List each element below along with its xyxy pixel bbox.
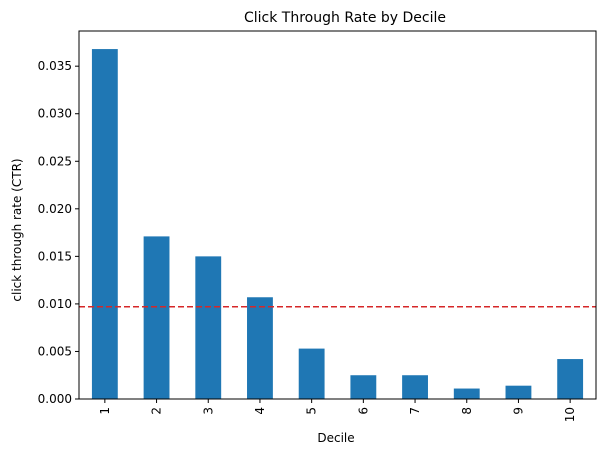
y-tick-label: 0.000	[38, 392, 72, 406]
y-tick-label: 0.015	[38, 249, 72, 263]
x-tick-label: 6	[356, 407, 370, 415]
bar-2	[143, 236, 170, 399]
x-tick-label: 3	[201, 407, 215, 415]
chart-title: Click Through Rate by Decile	[244, 10, 446, 26]
bar-10	[557, 359, 584, 399]
x-tick-label: 2	[150, 407, 164, 415]
x-tick-label: 1	[98, 407, 112, 415]
bar-5	[298, 348, 325, 399]
y-axis-ticks: 0.000 0.005 0.010 0.015 0.020 0.025 0.030 0.035	[38, 59, 79, 406]
x-axis-ticks: 1 2 3 4 5 6 7 8 9 10	[98, 399, 577, 422]
y-tick-label: 0.010	[38, 297, 72, 311]
bars	[91, 49, 584, 399]
y-tick-label: 0.030	[38, 107, 72, 121]
bar-3	[195, 256, 222, 399]
bar-6	[350, 375, 377, 399]
x-tick-label: 7	[408, 407, 422, 415]
bar-1	[91, 49, 118, 399]
x-axis-label: Decile	[317, 431, 354, 445]
x-tick-label: 5	[305, 407, 319, 415]
plot-frame	[78, 30, 597, 400]
y-tick-label: 0.005	[38, 344, 72, 358]
bar-4	[247, 297, 273, 399]
y-axis-label: click through rate (CTR)	[10, 158, 24, 301]
x-tick-label: 4	[253, 407, 267, 415]
bar-8	[453, 388, 480, 399]
x-tick-label: 10	[563, 407, 577, 422]
bar-7	[402, 375, 428, 399]
y-tick-label: 0.020	[38, 202, 72, 216]
x-tick-label: 9	[511, 407, 525, 415]
x-tick-label: 8	[460, 407, 474, 415]
bar-9	[505, 385, 532, 399]
y-tick-label: 0.035	[38, 59, 72, 73]
y-tick-label: 0.025	[38, 154, 72, 168]
